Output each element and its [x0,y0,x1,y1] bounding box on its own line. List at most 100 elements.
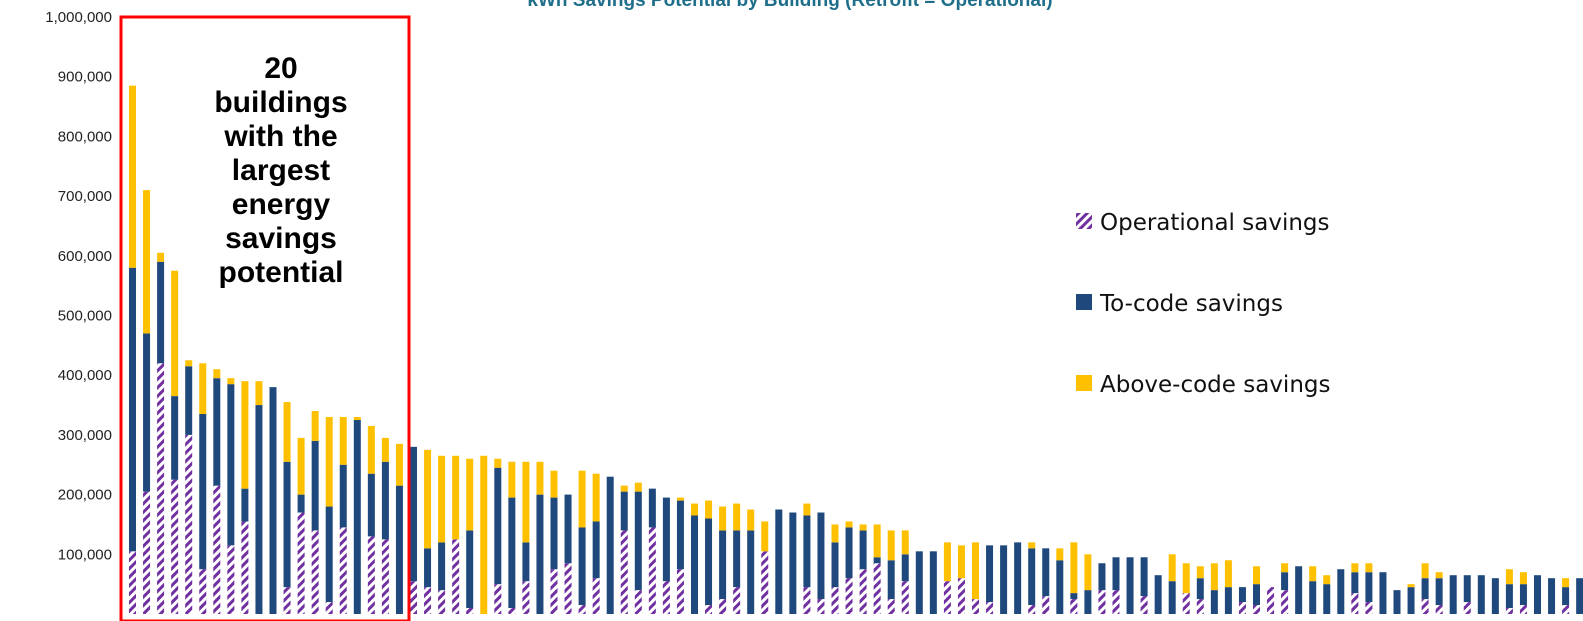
bar-above-code [255,381,263,406]
bar-above-code [395,443,403,486]
bar-above-code [887,530,895,561]
bar-above-code [761,521,769,552]
bar-operational [845,578,853,614]
callout-line: buildings [214,86,347,119]
bar-operational [508,608,516,614]
bar-to-code [1098,563,1106,591]
bar-operational [831,587,839,614]
operational-swatch-icon [1076,213,1092,229]
bar-to-code [410,446,417,582]
bar-above-code [1309,566,1317,582]
bar-to-code [438,542,446,591]
bar-to-code [213,378,221,486]
bar-operational [873,563,881,614]
bar-above-code [578,470,586,528]
highlight-box [119,15,411,621]
bar-to-code [1014,542,1022,614]
bar-operational [213,485,221,614]
bar-to-code [1548,578,1556,614]
bar-operational [1098,590,1106,614]
bar-above-code [747,509,755,531]
callout-line: potential [219,256,344,289]
bar-to-code [381,461,389,540]
y-tick-label: 400,000 [58,367,112,384]
bar-to-code [1534,575,1541,614]
bar-above-code [424,449,432,549]
legend: Operational savings To-code savings Abov… [1076,210,1330,398]
bar-operational [761,551,769,614]
bar-operational [887,599,895,614]
bar-to-code [803,515,811,588]
bar-operational [424,587,432,614]
bar-to-code [747,530,755,614]
bar-above-code [1168,554,1176,582]
bar-operational [648,527,656,614]
bar-to-code [1323,584,1331,614]
bar-to-code [227,384,235,546]
bar-to-code [1562,587,1570,606]
bar-to-code [859,530,867,570]
bar-operational [1365,602,1373,614]
bar-to-code [367,473,375,537]
bar-above-code [719,506,727,531]
bar-above-code [803,503,811,516]
bar-above-code [297,437,305,495]
bar-above-code [620,485,628,492]
bar-to-code [648,488,656,528]
bar-to-code [873,557,881,564]
bar-operational [1435,605,1443,614]
bar-operational [1196,599,1204,614]
bar-operational [592,578,600,614]
bar-to-code [1576,578,1583,614]
y-axis: 1,000,000 900,000 800,000 700,000 600,000 500… [45,9,112,563]
bar-to-code [929,551,937,614]
bar-operational [662,581,670,614]
bar-operational [325,602,333,614]
y-tick-label: 100,000 [58,546,112,563]
bar-operational [986,602,994,614]
bar-to-code [550,497,558,570]
bar-operational [1281,590,1289,614]
bar-operational [634,590,642,614]
bar-operational [311,530,319,614]
bar-above-code [1351,563,1359,573]
bar-to-code [705,518,713,606]
bar-to-code [845,527,853,579]
bar-above-code [367,425,375,474]
bar-above-code [1505,569,1513,585]
bar-operational [494,584,502,614]
bar-operational [620,530,628,614]
bar-to-code [241,488,249,522]
bar-above-code [901,530,909,555]
bar-to-code [311,440,319,531]
bar-operational [957,578,965,614]
bar-to-code [1000,545,1008,614]
bar-above-code [831,524,839,543]
bar-above-code [1421,563,1429,579]
bar-to-code [578,527,586,606]
bar-to-code [424,548,432,588]
bar-operational [1351,593,1359,614]
bar-above-code [1435,572,1443,579]
callout-line: savings [225,222,337,255]
bar-to-code [1295,566,1303,614]
bar-to-code [536,494,544,614]
bar-operational [367,536,375,614]
bar-operational [550,569,558,614]
bar-above-code [227,378,235,385]
bar-operational [199,569,207,614]
bar-operational [733,587,741,614]
bar-operational [803,587,811,614]
bar-to-code [592,521,600,579]
bar-operational [1070,599,1078,614]
bar-operational [227,545,235,614]
bar-operational [157,363,165,614]
bar-operational [171,479,179,614]
bar-operational [859,569,867,614]
y-tick-label: 500,000 [58,308,112,325]
bar-to-code [522,542,530,582]
bar-above-code [705,500,713,519]
above-code-swatch-icon [1076,375,1092,391]
